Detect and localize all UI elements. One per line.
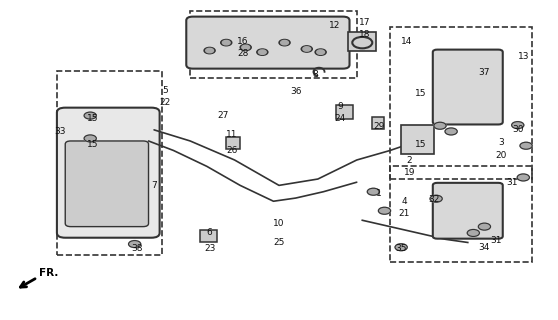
Text: 15: 15 [87,114,99,123]
Text: 29: 29 [373,122,384,131]
Circle shape [84,135,97,142]
Text: 1: 1 [376,189,382,198]
Text: 36: 36 [290,87,301,96]
Text: 34: 34 [479,243,490,252]
Circle shape [517,174,530,181]
Text: 27: 27 [218,111,229,120]
Text: 32: 32 [429,195,440,204]
Text: 10: 10 [273,219,285,228]
Text: 24: 24 [334,114,346,123]
Circle shape [84,112,97,119]
Text: 16: 16 [237,36,249,45]
Circle shape [204,47,215,54]
Text: 31: 31 [507,178,518,187]
Text: 4: 4 [401,197,407,206]
Circle shape [317,50,325,54]
Circle shape [434,122,446,129]
Circle shape [281,40,288,45]
Text: 12: 12 [329,21,340,30]
FancyBboxPatch shape [433,183,503,239]
Bar [336,105,353,119]
Text: 20: 20 [496,151,507,160]
Text: 15: 15 [87,140,99,148]
Text: 18: 18 [359,30,371,39]
Text: 3: 3 [498,138,504,147]
Circle shape [512,122,524,129]
Text: 38: 38 [132,244,143,253]
Circle shape [395,244,407,251]
Bar [390,27,532,179]
Text: 7: 7 [151,181,157,190]
Bar [390,166,532,261]
Text: 9: 9 [337,101,343,111]
Bar [200,230,217,243]
Circle shape [240,44,251,51]
FancyBboxPatch shape [186,17,349,69]
Text: 28: 28 [237,49,249,58]
Bar [226,137,240,149]
Circle shape [315,49,326,55]
Text: 22: 22 [160,99,171,108]
Circle shape [128,241,141,248]
Circle shape [223,40,230,45]
Text: 17: 17 [359,18,371,27]
Text: 23: 23 [204,244,215,253]
Text: 31: 31 [490,236,501,245]
Text: 5: 5 [162,86,168,95]
Circle shape [445,128,457,135]
Text: 15: 15 [415,140,426,148]
Text: 15: 15 [415,89,426,98]
Circle shape [378,207,391,214]
Text: 2: 2 [407,156,412,164]
Bar [401,125,435,154]
Bar [190,11,357,77]
Text: 6: 6 [206,228,213,237]
Text: 25: 25 [273,238,285,247]
Circle shape [430,195,442,202]
Circle shape [467,229,479,236]
Circle shape [303,47,311,51]
Text: 11: 11 [226,130,238,139]
Text: 8: 8 [312,70,318,79]
Text: 26: 26 [226,146,238,155]
Circle shape [257,49,268,55]
Text: 13: 13 [518,52,529,61]
Text: 30: 30 [512,125,523,134]
Circle shape [258,50,266,54]
Bar [372,117,384,129]
FancyBboxPatch shape [65,141,148,227]
Text: FR.: FR. [39,268,59,278]
Circle shape [221,39,232,46]
Circle shape [206,48,214,53]
FancyBboxPatch shape [57,108,160,238]
Circle shape [301,46,312,52]
Circle shape [478,223,490,230]
Bar [348,32,376,51]
Text: 37: 37 [479,68,490,77]
Circle shape [520,142,532,149]
Circle shape [242,45,249,50]
FancyBboxPatch shape [433,50,503,124]
Text: 35: 35 [396,244,407,253]
Text: 14: 14 [401,36,412,45]
Text: 33: 33 [54,127,65,136]
Circle shape [279,39,290,46]
Circle shape [367,188,379,195]
Bar [57,71,162,255]
Text: 21: 21 [398,209,410,219]
Text: 19: 19 [404,168,415,177]
